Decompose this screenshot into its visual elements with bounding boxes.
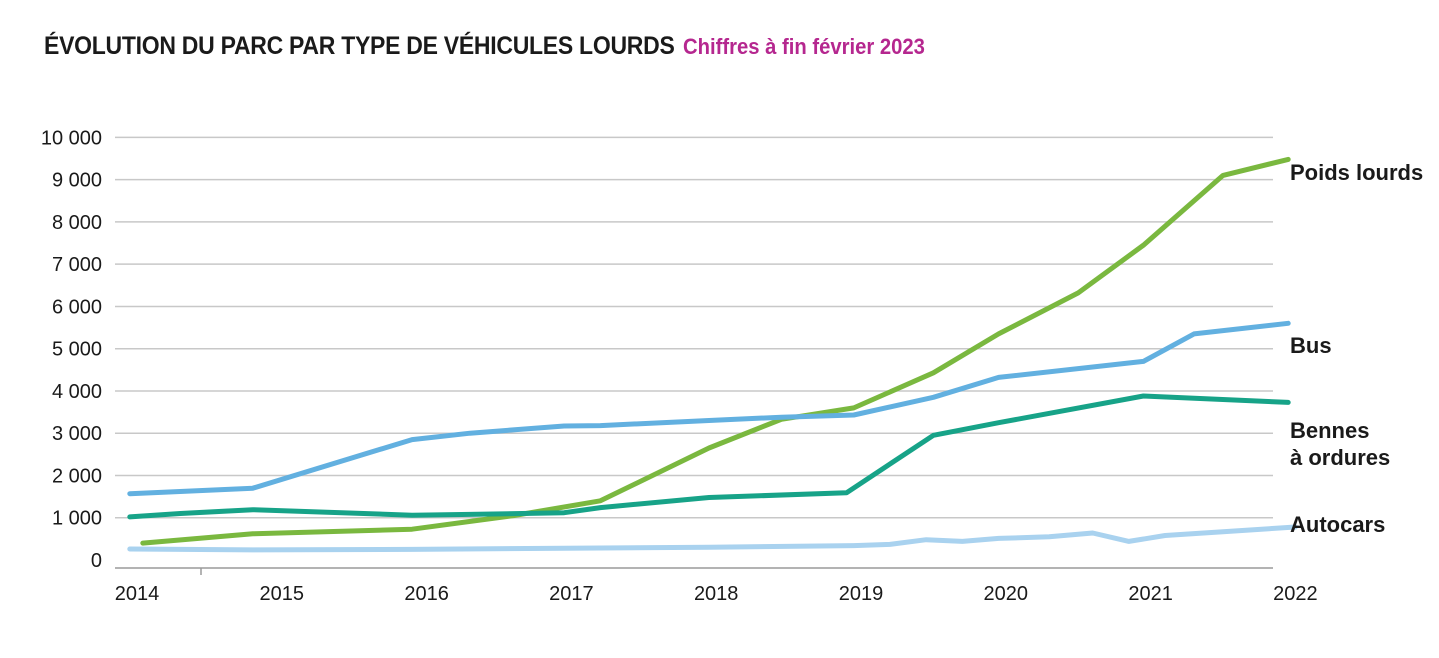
y-axis-ticks: 0 1 000 2 000 3 000 4 000 5 000 6 000 7 000 8 00… (41, 127, 102, 572)
series-label: Bus (1290, 333, 1332, 358)
series-line-autocars (127, 524, 1298, 553)
x-tick-label: 2019 (839, 583, 884, 605)
x-tick-label: 2017 (549, 583, 594, 605)
y-tick-label: 7 000 (52, 254, 102, 276)
series-line-poids-lourds (140, 156, 1291, 546)
series-line-bus (127, 320, 1291, 497)
y-tick-label: 3 000 (52, 423, 102, 445)
chart-title: ÉVOLUTION DU PARC PAR TYPE DE VÉHICULES … (44, 32, 675, 60)
chart-subtitle: Chiffres à fin février 2023 (683, 34, 926, 59)
y-tick-label: 0 (91, 550, 102, 572)
series-label: à ordures (1290, 445, 1390, 470)
series-lines (127, 156, 1298, 553)
y-tick-label: 8 000 (52, 212, 102, 234)
series-label: Bennes (1290, 418, 1369, 443)
y-tick-label: 1 000 (52, 508, 102, 530)
x-tick-label: 2014 (115, 583, 160, 605)
x-axis-ticks: 2014 2015 2016 2017 2018 2019 2020 2021 2022 (115, 583, 1318, 605)
y-tick-label: 6 000 (52, 296, 102, 318)
x-tick-label: 2016 (404, 583, 449, 605)
series-label: Autocars (1290, 512, 1385, 537)
y-tick-label: 2 000 (52, 465, 102, 487)
x-tick-label: 2018 (694, 583, 739, 605)
x-tick-label: 2022 (1273, 583, 1318, 605)
x-tick-label: 2021 (1128, 583, 1173, 605)
series-line-bennes-ordures (127, 393, 1291, 520)
chart-title-row: ÉVOLUTION DU PARC PAR TYPE DE VÉHICULES … (44, 32, 946, 61)
y-tick-label: 9 000 (52, 170, 102, 192)
series-label: Poids lourds (1290, 160, 1423, 185)
y-tick-label: 4 000 (52, 381, 102, 403)
x-tick-label: 2015 (260, 583, 305, 605)
y-tick-label: 10 000 (41, 127, 102, 149)
x-tick-label: 2020 (984, 583, 1029, 605)
gridlines (115, 136, 1273, 575)
y-tick-label: 5 000 (52, 339, 102, 361)
